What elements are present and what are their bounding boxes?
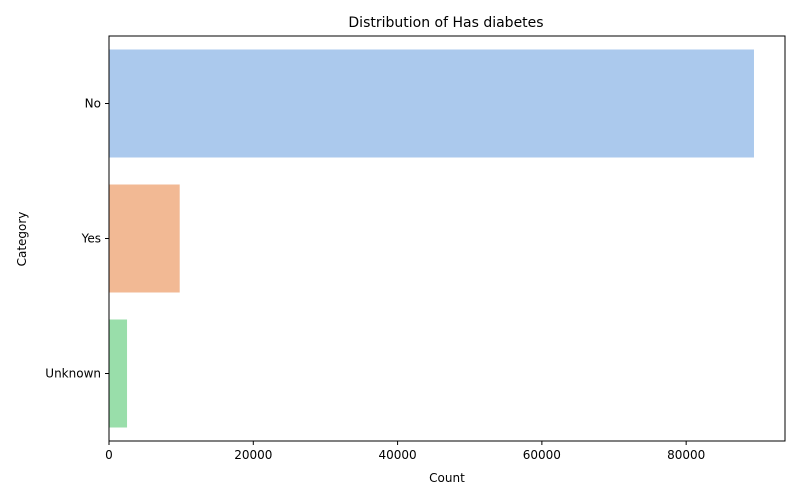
x-tick-label: 0 [105, 448, 113, 462]
y-tick-label: No [85, 97, 101, 111]
y-ticks-group: No Yes Unknown [45, 97, 109, 381]
x-tick-label: 80000 [667, 448, 705, 462]
plot-frame [108, 35, 786, 442]
y-tick-label: Yes [81, 232, 101, 246]
bar-yes [109, 184, 180, 293]
x-tick-label: 40000 [378, 448, 416, 462]
chart-title: Distribution of Has diabetes [348, 15, 543, 31]
x-axis-label: Count [429, 471, 465, 485]
bar-unknown [109, 319, 128, 428]
y-axis-label: Category [15, 212, 29, 267]
x-ticks-group: 0 20000 40000 60000 80000 [105, 441, 705, 462]
bar-no [109, 49, 754, 158]
bars-group [109, 49, 754, 428]
x-tick-label: 20000 [234, 448, 272, 462]
y-tick-label: Unknown [45, 367, 101, 381]
x-tick-label: 60000 [523, 448, 561, 462]
